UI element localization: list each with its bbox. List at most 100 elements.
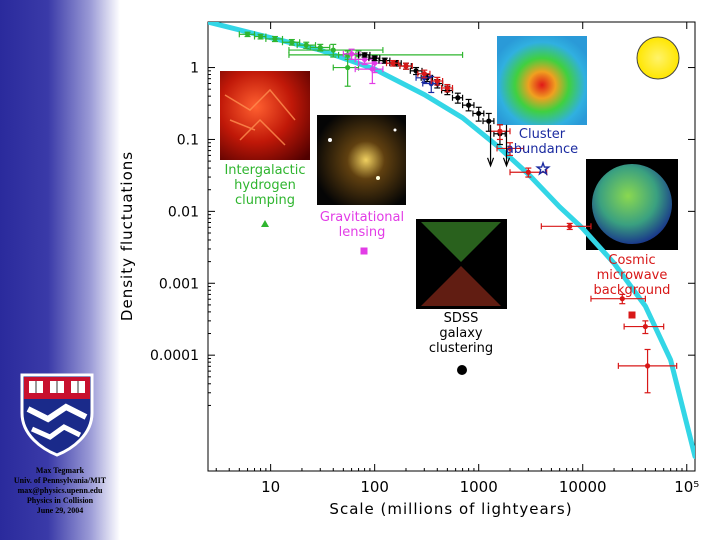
point-marker <box>434 78 440 84</box>
plot-frame <box>207 21 696 472</box>
data-point <box>253 33 267 40</box>
upper-limit-arrow <box>502 124 511 168</box>
credit-date: June 29, 2004 <box>36 506 84 515</box>
point-marker <box>289 39 295 45</box>
y-tick-label: 0.001 <box>159 276 199 292</box>
cluster-abundance-image <box>497 36 587 125</box>
credit-event: Physics in Collision <box>26 496 94 505</box>
x-axis-title: Scale (millions of lightyears) <box>329 500 572 518</box>
point-marker <box>348 51 355 57</box>
data-point <box>451 92 464 104</box>
x-tick-label: 10⁵ <box>674 478 699 496</box>
point-marker <box>372 55 378 61</box>
point-marker <box>476 110 482 117</box>
point-marker <box>303 42 309 48</box>
probe-label-line: lensing <box>339 225 386 240</box>
data-point <box>342 48 361 60</box>
probe-label-line: Intergalactic <box>224 163 305 178</box>
point-marker <box>372 60 378 66</box>
x-tick-label: 100 <box>360 478 389 496</box>
point-marker <box>330 47 336 53</box>
data-point <box>489 124 511 141</box>
x-tick-label: 1000 <box>460 478 498 496</box>
probe-label-line: galaxy <box>439 326 482 341</box>
credit-affiliation: Univ. of Pennsylvania/MIT <box>13 476 107 485</box>
point-marker <box>361 56 368 62</box>
point-marker <box>244 31 251 37</box>
point-marker <box>644 363 651 369</box>
y-tick-label: 0.0001 <box>150 348 199 364</box>
point-marker <box>466 102 472 108</box>
point-marker <box>525 169 531 175</box>
y-tick-label: 1 <box>190 61 199 77</box>
point-marker <box>486 118 492 124</box>
probe-label-line: microwave <box>597 268 668 283</box>
data-point <box>357 51 371 58</box>
point-marker <box>369 66 375 72</box>
arrow-head <box>486 157 495 168</box>
arrow-head <box>502 157 511 168</box>
square-marker-icon <box>360 247 368 255</box>
hydrogen-clumping-image <box>220 71 310 160</box>
point-marker <box>390 60 396 66</box>
point-marker <box>317 44 323 51</box>
upper-limit-arrow <box>486 124 495 168</box>
probe-label-line: Cluster <box>519 127 566 142</box>
data-point <box>461 98 475 112</box>
cmb-sphere <box>592 164 672 244</box>
data-point <box>309 43 331 52</box>
data-point <box>617 348 678 394</box>
probe-label-line: abundance <box>506 142 578 157</box>
circle-marker-icon <box>457 365 467 375</box>
star-marker-icon <box>535 160 551 176</box>
point-marker <box>421 71 427 77</box>
sun-icon <box>636 36 680 80</box>
data-point <box>590 293 646 305</box>
point-marker <box>272 36 278 42</box>
data-point <box>368 55 381 62</box>
data-point <box>281 38 301 46</box>
probe-label-line: SDSS <box>444 311 479 326</box>
data-point <box>482 112 495 132</box>
university-crest-icon <box>20 373 94 457</box>
presenter-credits: Max Tegmark Univ. of Pennsylvania/MIT ma… <box>0 466 120 516</box>
probe-label-line: hydrogen <box>234 178 296 193</box>
probe-label-line: Gravitational <box>320 210 404 225</box>
data-point <box>430 76 444 86</box>
credit-author: Max Tegmark <box>35 466 85 475</box>
x-tick-label: 10000 <box>559 478 607 496</box>
data-point <box>399 62 413 70</box>
gravitational-lensing-image <box>317 115 406 205</box>
data-point <box>472 106 485 122</box>
triangle-marker-icon <box>261 220 269 227</box>
probe-label-line: background <box>594 283 671 298</box>
data-point <box>265 35 284 43</box>
credit-email: max@physics.upenn.edu <box>17 486 103 495</box>
point-marker <box>361 52 368 58</box>
data-point <box>385 59 400 67</box>
point-marker <box>497 128 503 134</box>
data-point <box>540 222 592 231</box>
probe-label-line: clumping <box>235 193 295 208</box>
point-marker <box>619 296 625 302</box>
y-tick-label: 0.1 <box>177 132 199 148</box>
data-point <box>417 69 431 79</box>
point-marker <box>403 63 409 69</box>
point-marker <box>455 95 461 101</box>
y-axis-title: Density fluctuations <box>118 151 136 321</box>
y-tick-label: 0.01 <box>168 204 199 220</box>
point-marker <box>507 145 513 152</box>
probe-label-line: clustering <box>429 341 493 356</box>
data-point <box>623 320 665 335</box>
point-marker <box>444 85 450 91</box>
x-tick-label: 10 <box>261 478 280 496</box>
point-marker <box>642 323 648 330</box>
point-marker <box>345 64 351 71</box>
point-marker <box>567 223 573 229</box>
